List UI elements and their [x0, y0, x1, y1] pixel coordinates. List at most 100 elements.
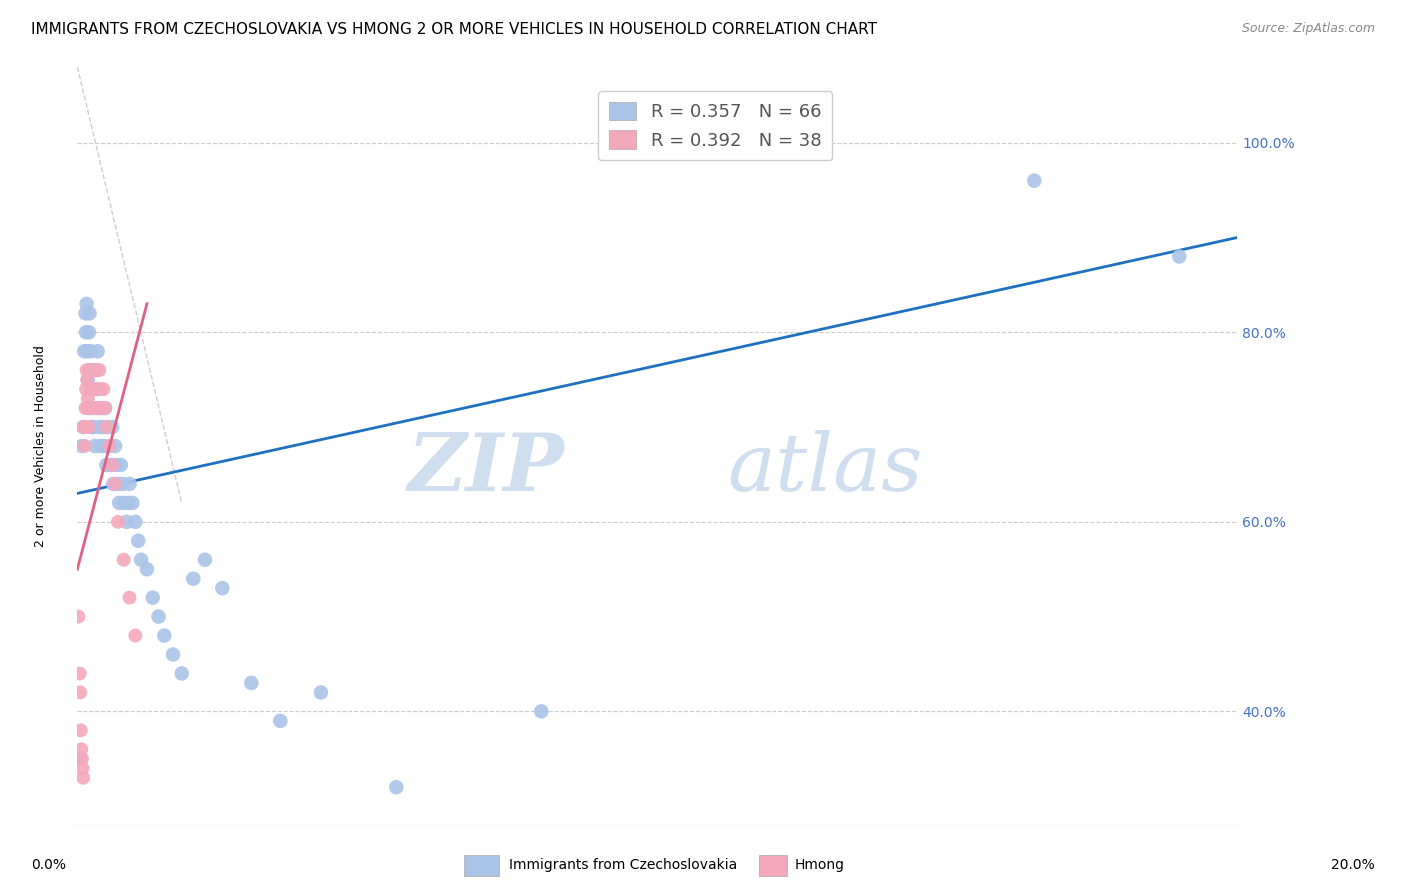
Point — [80, 382, 103, 396]
Point — [77, 325, 100, 339]
Point — [101, 458, 124, 472]
Point — [73, 420, 96, 434]
Point — [93, 439, 115, 453]
Point — [82, 401, 104, 416]
Point — [118, 591, 141, 605]
Point — [103, 476, 125, 491]
Point — [76, 344, 98, 359]
Point — [194, 553, 217, 567]
Point — [530, 705, 553, 719]
Point — [76, 373, 98, 387]
Text: 0.0%: 0.0% — [31, 858, 66, 872]
Point — [84, 363, 107, 377]
Point — [69, 666, 91, 681]
Point — [69, 752, 91, 766]
Point — [115, 515, 138, 529]
Point — [86, 344, 108, 359]
Point — [70, 742, 93, 756]
Point — [94, 401, 117, 416]
Point — [135, 562, 157, 576]
Point — [96, 420, 118, 434]
Point — [75, 306, 97, 320]
Point — [76, 297, 98, 311]
Legend: R = 0.357   N = 66, R = 0.392   N = 38: R = 0.357 N = 66, R = 0.392 N = 38 — [599, 91, 832, 161]
Point — [89, 420, 111, 434]
Text: 2 or more Vehicles in Household: 2 or more Vehicles in Household — [34, 345, 46, 547]
Point — [83, 363, 105, 377]
Point — [72, 761, 94, 775]
Point — [69, 723, 91, 738]
Point — [142, 591, 165, 605]
Point — [240, 676, 263, 690]
Point — [117, 496, 139, 510]
Point — [76, 392, 98, 406]
Point — [105, 458, 128, 472]
Point — [82, 363, 104, 377]
FancyBboxPatch shape — [464, 855, 499, 876]
Point — [107, 476, 129, 491]
Point — [112, 496, 135, 510]
Point — [162, 648, 184, 662]
Point — [309, 685, 332, 699]
Point — [80, 420, 103, 434]
Point — [101, 420, 124, 434]
Point — [76, 373, 98, 387]
Point — [211, 581, 233, 595]
Point — [83, 420, 105, 434]
Point — [86, 382, 108, 396]
Point — [72, 771, 94, 785]
Point — [148, 609, 170, 624]
Point — [111, 476, 134, 491]
Text: 20.0%: 20.0% — [1331, 858, 1375, 872]
Point — [69, 685, 91, 699]
Point — [269, 714, 291, 728]
FancyBboxPatch shape — [759, 855, 787, 876]
Point — [100, 458, 122, 472]
Point — [75, 382, 97, 396]
Point — [96, 458, 118, 472]
Point — [90, 401, 112, 416]
Point — [77, 401, 100, 416]
Point — [96, 420, 118, 434]
Point — [91, 420, 114, 434]
Point — [67, 609, 90, 624]
Text: Immigrants from Czechoslovakia: Immigrants from Czechoslovakia — [509, 858, 737, 872]
Point — [104, 439, 127, 453]
Point — [83, 439, 105, 453]
Point — [89, 363, 111, 377]
Point — [90, 382, 111, 396]
Point — [70, 439, 93, 453]
Text: Hmong: Hmong — [794, 858, 845, 872]
Point — [94, 401, 117, 416]
Point — [183, 572, 205, 586]
Point — [73, 439, 96, 453]
Point — [124, 515, 146, 529]
Point — [153, 628, 176, 642]
Point — [83, 382, 105, 396]
Point — [124, 628, 146, 642]
Text: Source: ZipAtlas.com: Source: ZipAtlas.com — [1241, 22, 1375, 36]
Point — [385, 780, 408, 795]
Point — [107, 515, 129, 529]
Point — [90, 439, 111, 453]
Point — [127, 533, 149, 548]
Point — [104, 476, 127, 491]
Point — [79, 363, 101, 377]
Point — [77, 420, 100, 434]
Point — [93, 382, 115, 396]
Point — [98, 439, 121, 453]
Point — [110, 458, 132, 472]
Point — [86, 401, 108, 416]
Point — [1168, 250, 1191, 264]
Point — [121, 496, 143, 510]
Text: atlas: atlas — [727, 430, 922, 508]
Point — [79, 363, 101, 377]
Point — [118, 476, 141, 491]
Text: ZIP: ZIP — [408, 430, 565, 508]
Point — [73, 344, 96, 359]
Point — [87, 401, 110, 416]
Point — [70, 752, 93, 766]
Point — [79, 344, 101, 359]
Point — [77, 401, 100, 416]
Point — [79, 306, 101, 320]
